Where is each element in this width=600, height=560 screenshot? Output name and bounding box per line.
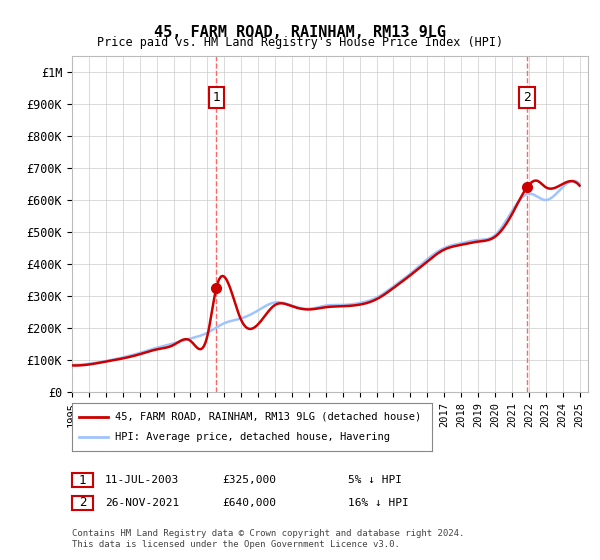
Text: HPI: Average price, detached house, Havering: HPI: Average price, detached house, Have… <box>115 432 390 442</box>
Text: Price paid vs. HM Land Registry's House Price Index (HPI): Price paid vs. HM Land Registry's House … <box>97 36 503 49</box>
Text: 1: 1 <box>212 91 220 104</box>
Text: 2: 2 <box>523 91 531 104</box>
Text: 11-JUL-2003: 11-JUL-2003 <box>105 475 179 486</box>
Text: 26-NOV-2021: 26-NOV-2021 <box>105 498 179 508</box>
Text: 45, FARM ROAD, RAINHAM, RM13 9LG (detached house): 45, FARM ROAD, RAINHAM, RM13 9LG (detach… <box>115 412 421 422</box>
Text: 16% ↓ HPI: 16% ↓ HPI <box>348 498 409 508</box>
Text: 45, FARM ROAD, RAINHAM, RM13 9LG: 45, FARM ROAD, RAINHAM, RM13 9LG <box>154 25 446 40</box>
Text: 2: 2 <box>79 496 86 509</box>
Text: £325,000: £325,000 <box>222 475 276 486</box>
Text: Contains HM Land Registry data © Crown copyright and database right 2024.
This d: Contains HM Land Registry data © Crown c… <box>72 529 464 549</box>
Text: 5% ↓ HPI: 5% ↓ HPI <box>348 475 402 486</box>
Text: £640,000: £640,000 <box>222 498 276 508</box>
Text: 1: 1 <box>79 474 86 487</box>
